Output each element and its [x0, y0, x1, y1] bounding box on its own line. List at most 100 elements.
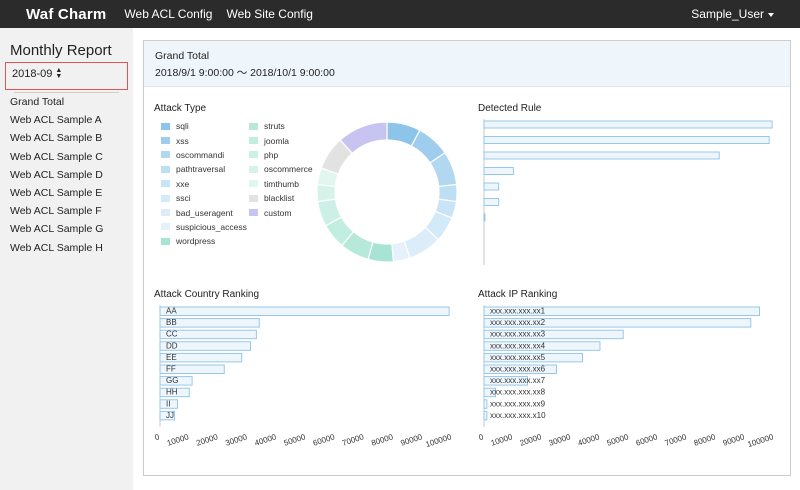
legend-label: suspicious_access	[176, 221, 247, 232]
legend-item-custom[interactable]: custom	[249, 205, 313, 219]
bar-xxx-xxx-xxx-xx8[interactable]	[483, 387, 497, 398]
legend-label: joomla	[264, 135, 290, 146]
bar-row-2[interactable]	[483, 136, 770, 144]
legend-label: oscommandi	[176, 149, 225, 160]
legend-swatch	[161, 223, 170, 231]
x-tick-label: 90000	[399, 432, 423, 448]
bar-ee[interactable]	[159, 352, 243, 363]
bar-dd[interactable]	[159, 341, 251, 351]
bar-jj[interactable]	[159, 410, 176, 421]
bar-xxx-xxx-xxx-x10[interactable]	[483, 410, 488, 421]
sidebar-item-web-acl-sample-b[interactable]: Web ACL Sample B	[10, 132, 103, 145]
month-select[interactable]: 2018-09 ▲ ▼	[5, 62, 128, 93]
sidebar-item-web-acl-sample-f[interactable]: Web ACL Sample F	[10, 205, 102, 218]
legend-label: sqli	[176, 121, 189, 132]
sidebar-item-web-acl-sample-e[interactable]: Web ACL Sample E	[10, 186, 103, 199]
bar-label: xxx.xxx.xxx.xx1	[490, 307, 546, 316]
legend-item-wordpress[interactable]: wordpress	[161, 234, 247, 248]
bar-xxx-xxx-xxx-xx3[interactable]	[483, 329, 624, 340]
nav-web-site-config[interactable]: Web Site Config	[226, 7, 313, 21]
nav-web-acl-config[interactable]: Web ACL Config	[124, 7, 213, 21]
x-tick-label: 10000	[166, 432, 190, 448]
bar-xxx-xxx-xxx-xx6[interactable]	[483, 364, 557, 374]
legend-item-oscommerce[interactable]: oscommerce	[249, 162, 313, 176]
bar-ii[interactable]	[159, 399, 178, 409]
bar-xxx-xxx-xxx-xx7[interactable]	[483, 376, 528, 386]
sidebar-item-grand-total[interactable]: Grand Total	[10, 96, 65, 108]
user-menu[interactable]: Sample_User	[691, 0, 774, 28]
bar-xxx-xxx-xxx-xx9[interactable]	[483, 399, 488, 409]
legend-item-timthumb[interactable]: timthumb	[249, 177, 313, 191]
brand-logo[interactable]: Waf Charm	[26, 5, 107, 23]
bar-label: EE	[166, 353, 177, 362]
legend-item-bad-useragent[interactable]: bad_useragent	[161, 205, 247, 219]
bar-label: DD	[166, 341, 178, 350]
x-tick-label: 60000	[635, 432, 659, 448]
legend-item-xxe[interactable]: xxe	[161, 177, 247, 191]
x-tick-label: 40000	[253, 432, 277, 448]
x-tick-label: 80000	[370, 432, 394, 448]
legend-label: custom	[264, 207, 292, 218]
bar-cc[interactable]	[159, 329, 257, 340]
legend-item-struts[interactable]: struts	[249, 119, 313, 133]
x-tick-label: 40000	[577, 432, 601, 448]
x-tick-label: 90000	[722, 432, 746, 448]
sidebar-item-web-acl-sample-c[interactable]: Web ACL Sample C	[10, 150, 103, 163]
sidebar-item-web-acl-sample-d[interactable]: Web ACL Sample D	[10, 168, 103, 181]
bar-hh[interactable]	[159, 387, 190, 398]
legend-label: php	[264, 149, 279, 160]
legend-label: xxe	[176, 178, 190, 189]
bar-xxx-xxx-xxx-xx5[interactable]	[483, 352, 584, 363]
bar-label: xxx.xxx.xxx.x10	[490, 411, 546, 420]
legend-swatch	[249, 165, 258, 173]
legend-item-joomla[interactable]: joomla	[249, 133, 313, 147]
bar-row-1[interactable]	[483, 120, 773, 129]
legend-item-blacklist[interactable]: blacklist	[249, 191, 313, 205]
legend-label: wordpress	[176, 236, 216, 247]
country-ranking-chart: AA BB CC DD EE FF GG HH II JJ 0 10000 20000 30000 4000…	[154, 305, 453, 449]
bar-xxx-xxx-xxx-xx2[interactable]	[483, 318, 752, 328]
legend-label: struts	[264, 121, 285, 132]
x-tick-label: 0	[154, 432, 162, 442]
bar-row-3[interactable]	[483, 151, 720, 160]
donut-slice-oscommerce[interactable]	[316, 183, 337, 203]
bar-row-7[interactable]	[483, 213, 486, 222]
sidebar-item-web-acl-sample-g[interactable]: Web ACL Sample G	[10, 223, 104, 236]
attack-type-title: Attack Type	[154, 103, 207, 114]
legend-label: timthumb	[264, 178, 299, 189]
legend-label: pathtraversal	[176, 164, 226, 175]
legend-item-suspicious-access[interactable]: suspicious_access	[161, 220, 247, 234]
x-tick-label: 50000	[283, 432, 307, 448]
ip-ranking-chart: xxx.xxx.xxx.xx1 xxx.xxx.xxx.xx2 xxx.xxx.xx…	[478, 305, 775, 449]
legend-item-php[interactable]: php	[249, 148, 313, 162]
bar-row-5[interactable]	[483, 182, 500, 191]
x-tick-label: 0	[478, 432, 486, 442]
legend-item-sqli[interactable]: sqli	[161, 119, 247, 133]
legend-item-oscommandi[interactable]: oscommandi	[161, 148, 247, 162]
sidebar-item-web-acl-sample-a[interactable]: Web ACL Sample A	[10, 114, 102, 127]
legend-label: xss	[176, 135, 189, 146]
bar-row-6[interactable]	[483, 198, 500, 206]
x-tick-label: 20000	[519, 432, 543, 448]
legend-item-ssci[interactable]: ssci	[161, 191, 247, 205]
legend-swatch	[249, 122, 258, 130]
bar-gg[interactable]	[159, 376, 193, 386]
x-tick-label: 30000	[548, 432, 572, 448]
bar-label: xxx.xxx.xxx.xx5	[490, 353, 546, 362]
bar-aa[interactable]	[159, 306, 450, 316]
bar-xxx-xxx-xxx-xx4[interactable]	[483, 341, 601, 351]
sidebar-item-web-acl-sample-h[interactable]: Web ACL Sample H	[10, 241, 103, 254]
x-tick-label: 100000	[424, 432, 453, 449]
x-tick-label: 70000	[664, 432, 688, 448]
x-tick-label: 80000	[693, 432, 717, 448]
bar-ff[interactable]	[159, 364, 225, 374]
bar-row-4[interactable]	[483, 167, 514, 175]
legend-item-pathtraversal[interactable]: pathtraversal	[161, 162, 247, 176]
bar-bb[interactable]	[159, 318, 260, 328]
country-ranking-title: Attack Country Ranking	[154, 289, 260, 300]
detected-rule-title: Detected Rule	[478, 103, 542, 114]
donut-slice-custom[interactable]	[339, 121, 388, 155]
bar-xxx-xxx-xxx-xx1[interactable]	[483, 306, 760, 316]
bar-label: GG	[166, 376, 178, 385]
legend-item-xss[interactable]: xss	[161, 133, 247, 147]
